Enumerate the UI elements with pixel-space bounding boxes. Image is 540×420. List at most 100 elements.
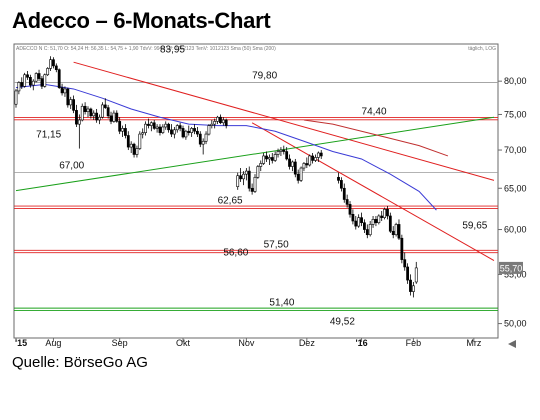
candle-body [170,129,173,135]
candle-body [337,176,340,181]
x-tick-label: '15 [15,338,27,348]
candle-body [100,104,104,118]
candle-body [345,199,349,205]
candle-body [299,167,303,181]
candle-body [201,140,205,145]
candle-body [54,65,58,70]
level-label: 51,40 [269,297,294,308]
level-label: 83,95 [160,44,185,55]
candle-body [242,173,245,180]
y-axis: 50,00 55,00 60,00 65,00 70,00 75,00 80,00 [498,76,527,329]
candle-body [164,123,168,128]
candle-body [409,279,412,292]
candles [14,56,418,298]
candle-body [276,151,280,155]
moving-averages [15,83,449,211]
candle-body [250,187,254,192]
y-tick-label: 70,00 [504,145,527,155]
candle-body [411,285,415,292]
candle-body [37,73,41,79]
candle-body [388,215,392,232]
candle-body [207,125,211,135]
green-uptrend [15,116,495,192]
candle-body [132,143,136,155]
candle-body [14,90,18,105]
candle-body [308,155,312,166]
level-label: 59,65 [462,221,487,232]
level-label: 71,15 [36,130,61,141]
candle-body [187,130,191,133]
sma-200-line [303,119,449,157]
candle-body [397,224,401,239]
candle-body [26,74,29,78]
current-price-label: 55,70 [500,263,523,273]
candle-body [66,88,70,106]
candle-body [184,130,188,138]
candle-body [406,266,410,281]
candle-body [305,163,309,166]
candle-body [339,180,343,189]
candle-body [360,217,363,224]
candle-body [144,123,147,133]
level-label: 67,00 [59,161,84,172]
candle-body [196,130,199,135]
candle-body [282,149,286,152]
candle-body [155,126,159,129]
candle-body [357,217,361,227]
candle-body [236,175,240,187]
x-tick-label: '16 [355,338,367,348]
candle-body [363,222,366,230]
level-labels: 83,95 79,80 74,40 71,15 67,00 62,65 59,65 57,50… [36,44,488,327]
candle-body [118,121,122,132]
x-tick-label: Mrz [466,338,481,348]
candle-body [365,229,369,236]
candle-body [124,128,127,136]
candle-body [316,152,320,158]
candle-body [28,77,32,86]
x-tick-label: Sep [112,338,128,348]
chart-header-period: täglich, LOG [468,46,496,52]
y-tick-label: 50,00 [504,319,527,329]
candle-body [158,126,162,133]
candle-body [121,128,124,132]
candle-body [210,123,214,126]
candle-body [178,125,182,129]
candle-body [89,108,93,117]
x-tick-label: Aug [45,338,61,348]
candle-body [17,82,21,92]
candle-body [288,158,291,167]
current-price-box [499,261,523,274]
candle-body [193,128,196,132]
candle-body [391,230,395,236]
current-price-tag: 55,70 [499,261,523,274]
candle-body [126,135,130,148]
candle-body [400,237,404,260]
candle-body [368,224,372,236]
candle-body [273,154,277,161]
candle-body [72,99,75,111]
candle-body [43,74,47,87]
candle-body [141,132,145,135]
candle-body [135,148,139,155]
candle-body [60,87,64,94]
y-tick-label: 75,00 [504,109,527,119]
candle-body [92,112,96,117]
candle-body [40,78,44,87]
candle-body [247,170,251,189]
candle-body [57,69,61,88]
candle-body [386,209,389,217]
candle-body [63,88,67,94]
candle-body [244,170,248,175]
scroll-arrow-icon[interactable] [508,340,516,348]
candle-body [75,110,78,125]
candle-body [198,133,202,145]
candle-body [374,219,378,224]
red-downtrend-2 [251,122,495,261]
candle-body [213,121,217,125]
chart-header-info: ADECCO N C: 51,70 O: 54,24 H: 56,35 L: 5… [16,46,276,52]
candle-body [138,133,142,149]
candle-body [267,157,271,160]
candle-body [129,143,133,148]
level-label: 57,50 [264,239,289,250]
y-tick-label: 80,00 [504,76,527,86]
